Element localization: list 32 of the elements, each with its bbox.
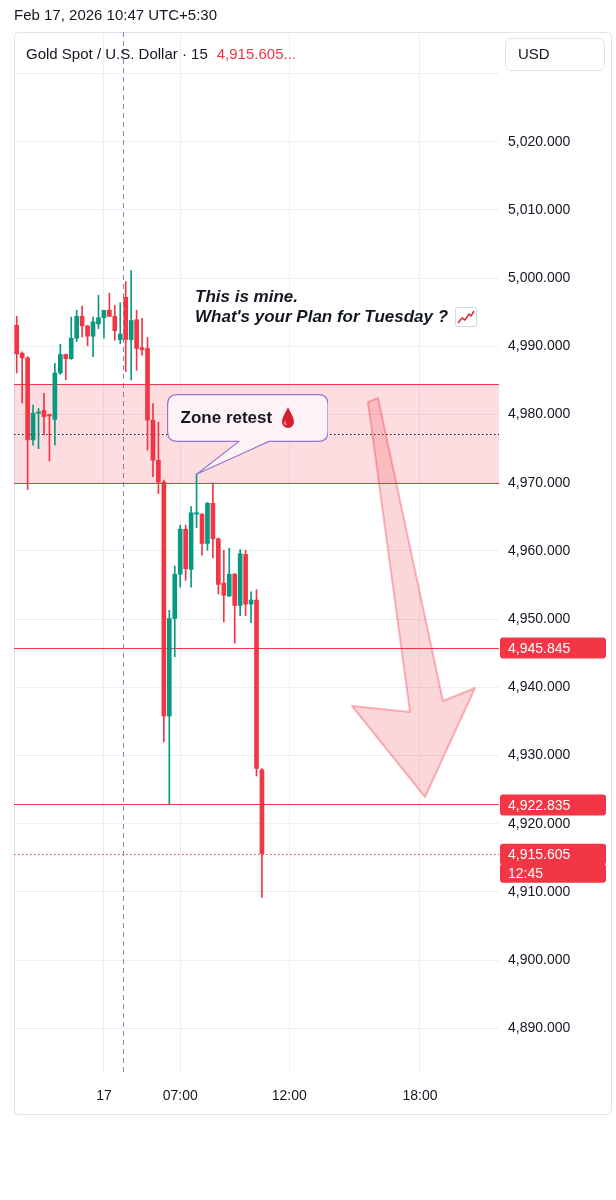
- text: Feb 17, 2026 10:47 UTC+5:30: [14, 6, 218, 24]
- y-tick-label: 4,940.000: [508, 678, 571, 695]
- annotation: Zone retest: [180, 407, 273, 428]
- y-tick-label: 4,950.000: [508, 610, 571, 627]
- ref-line-label: 4,922.835: [508, 796, 571, 813]
- y-tick-label: 5,000.000: [508, 269, 571, 286]
- text: 12:45: [508, 865, 544, 882]
- y-tick-label: 4,900.000: [508, 951, 571, 968]
- x-tick-label: 07:00: [162, 1087, 198, 1104]
- y-tick-label: 5,010.000: [508, 200, 571, 217]
- y-tick-label: 4,890.000: [508, 1019, 571, 1036]
- x-tick-label: 18:00: [402, 1087, 438, 1104]
- y-tick-label: 4,910.000: [508, 882, 571, 899]
- x-tick-label: 12:00: [271, 1087, 307, 1104]
- ref-line-label: 4,915.605: [508, 846, 571, 863]
- x-tick-label: 17: [96, 1087, 112, 1104]
- y-tick-label: 4,920.000: [508, 814, 571, 831]
- candlestick: [117, 302, 123, 344]
- y-tick-label: 4,960.000: [508, 541, 571, 558]
- candlestick: [248, 591, 254, 623]
- ref-line-label: 4,945.845: [508, 639, 571, 656]
- candlestick: [63, 353, 69, 381]
- text: Gold Spot / U.S. Dollar · 15: [26, 45, 208, 63]
- annotation: 4,915.605...: [216, 45, 296, 63]
- y-axis-title: USD: [518, 45, 550, 63]
- annotation: What's your Plan for Tuesday ?: [195, 306, 449, 326]
- y-tick-label: 4,970.000: [508, 473, 571, 490]
- annotation: This is mine.: [195, 286, 298, 306]
- y-tick-label: 4,930.000: [508, 746, 571, 763]
- y-tick-label: 4,980.000: [508, 405, 571, 422]
- y-tick-label: 4,990.000: [508, 337, 571, 354]
- y-tick-label: 5,020.000: [508, 132, 571, 149]
